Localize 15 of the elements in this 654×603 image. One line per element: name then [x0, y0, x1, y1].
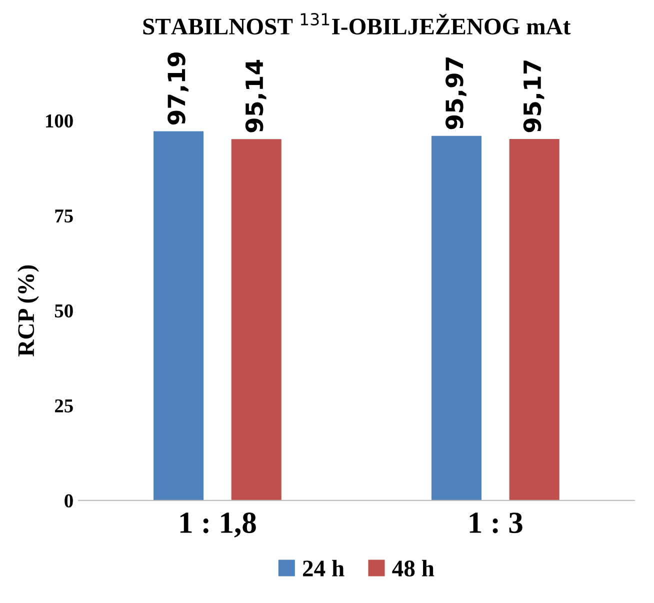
chart-title: STABILNOST $^{131}$I-OBILJEŽENOG mAt — [143, 13, 571, 35]
legend-label: 24 h — [302, 560, 344, 576]
y-tick-label: 25 — [54, 399, 73, 412]
y-axis-title: RCP (%) — [17, 265, 39, 356]
legend-label: 48 h — [392, 560, 434, 576]
data-label: 97,19 — [168, 52, 188, 124]
data-label: 95,14 — [245, 60, 266, 132]
x-tick-label: 1 : 3 — [470, 512, 522, 534]
y-tick-label: 100 — [46, 114, 73, 128]
data-label: 95,97 — [446, 58, 466, 130]
data-label: 95,17 — [523, 60, 544, 132]
y-tick-label: 75 — [55, 210, 73, 223]
x-tick-label: 1 : 1,8 — [180, 512, 256, 538]
y-tick-label: 0 — [64, 494, 73, 508]
y-tick-label: 50 — [54, 304, 73, 318]
